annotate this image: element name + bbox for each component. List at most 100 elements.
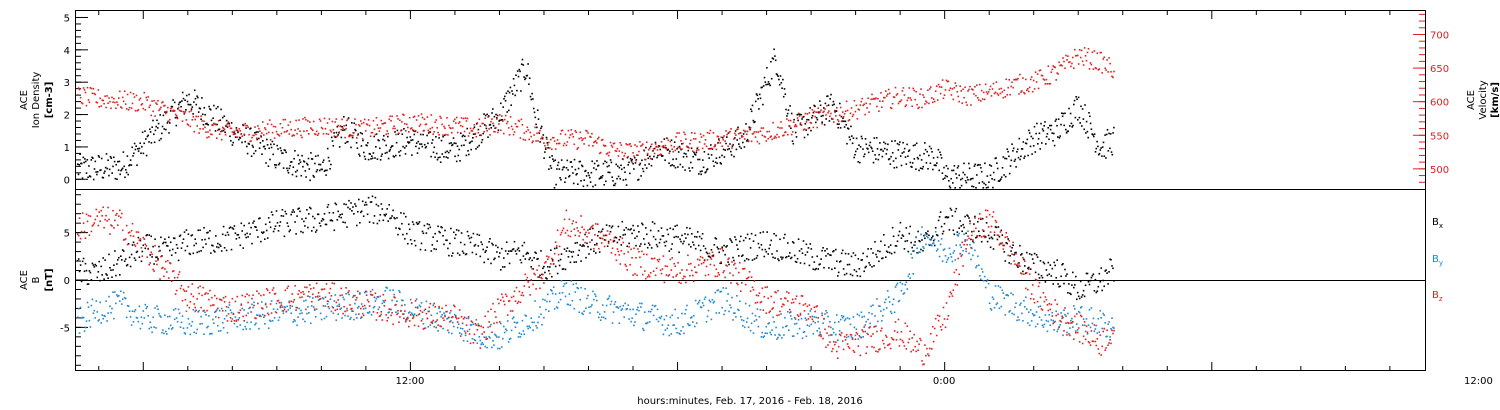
density-point — [759, 97, 762, 100]
density-point — [986, 175, 989, 177]
bx-point — [856, 275, 859, 277]
bx-point — [219, 245, 222, 247]
bx-point — [135, 251, 138, 254]
bx-point — [640, 243, 642, 245]
density-point — [212, 117, 214, 119]
by-point — [438, 307, 440, 310]
velocity-point — [99, 97, 101, 100]
bx-point — [886, 251, 889, 253]
bx-point — [806, 251, 809, 253]
bz-point — [406, 318, 408, 321]
velocity-point — [1073, 67, 1075, 69]
by-point — [1005, 294, 1007, 296]
velocity-point — [661, 145, 664, 148]
density-point — [941, 172, 944, 174]
by-point — [676, 331, 678, 334]
bx-point — [671, 243, 673, 245]
bx-point — [391, 215, 393, 217]
bz-point — [312, 287, 315, 289]
velocity-point — [116, 101, 118, 103]
by-point — [617, 307, 620, 309]
bz-point — [325, 283, 328, 285]
velocity-point — [721, 145, 723, 147]
by-point — [114, 291, 116, 293]
by-point — [230, 311, 233, 314]
by-point — [196, 328, 198, 331]
by-point — [707, 309, 710, 312]
density-point — [180, 105, 182, 108]
by-point — [636, 308, 638, 311]
bz-point — [164, 268, 166, 270]
by-point — [775, 326, 777, 329]
by-point — [283, 305, 286, 308]
by-point — [979, 275, 981, 277]
density-point — [422, 133, 424, 136]
density-point — [354, 128, 356, 131]
velocity-point — [1034, 71, 1037, 73]
velocity-point — [866, 107, 868, 109]
density-point — [673, 141, 676, 143]
bx-point — [801, 252, 804, 254]
density-point — [742, 141, 744, 144]
density-point — [193, 89, 196, 92]
density-point — [859, 161, 861, 164]
bx-point — [174, 252, 177, 254]
density-point — [605, 180, 607, 183]
bz-point — [319, 298, 322, 300]
velocity-point — [789, 119, 792, 122]
density-point — [506, 111, 508, 113]
bx-point — [983, 235, 986, 238]
bx-point — [752, 240, 755, 242]
bx-point — [237, 234, 240, 236]
velocity-point — [640, 145, 642, 147]
velocity-point — [1065, 54, 1067, 57]
density-point — [531, 92, 533, 95]
velocity-point — [314, 133, 317, 136]
by-point — [974, 249, 976, 252]
bx-point — [705, 251, 708, 254]
bx-point — [250, 226, 252, 229]
density-point — [976, 174, 978, 176]
by-point — [916, 247, 918, 250]
by-point — [929, 238, 931, 241]
velocity-point — [1070, 65, 1072, 68]
velocity-point — [123, 90, 126, 92]
bx-point — [1112, 267, 1114, 270]
density-point — [1095, 147, 1098, 150]
velocity-point — [78, 88, 81, 91]
velocity-point — [735, 134, 737, 136]
by-point — [425, 300, 428, 303]
bz-point — [106, 220, 108, 222]
velocity-point — [653, 152, 656, 155]
velocity-point — [209, 129, 211, 132]
density-point — [896, 142, 899, 145]
by-point — [554, 293, 557, 295]
density-point — [492, 108, 494, 110]
density-point — [870, 146, 872, 149]
bz-point — [170, 280, 173, 282]
bz-point — [221, 310, 224, 312]
bx-point — [646, 246, 649, 249]
velocity-point — [304, 116, 306, 119]
density-point — [326, 169, 328, 172]
bx-point — [209, 230, 211, 232]
bx-point — [486, 246, 488, 248]
bottom-panel-left-ticks: -505 — [60, 194, 88, 366]
by-point — [982, 279, 985, 282]
by-point — [946, 259, 949, 261]
bx-point — [711, 255, 714, 257]
bx-point — [682, 242, 684, 245]
by-point — [193, 331, 195, 334]
bz-point — [280, 304, 283, 306]
velocity-point — [369, 135, 372, 138]
bx-point — [800, 248, 803, 250]
velocity-point — [187, 124, 190, 126]
bz-point — [339, 294, 341, 297]
bx-point — [1061, 263, 1063, 266]
velocity-point — [643, 149, 645, 151]
by-point — [658, 316, 661, 319]
velocity-point — [119, 90, 121, 93]
velocity-point — [890, 107, 893, 110]
density-point — [734, 130, 737, 132]
bx-point — [563, 248, 566, 250]
